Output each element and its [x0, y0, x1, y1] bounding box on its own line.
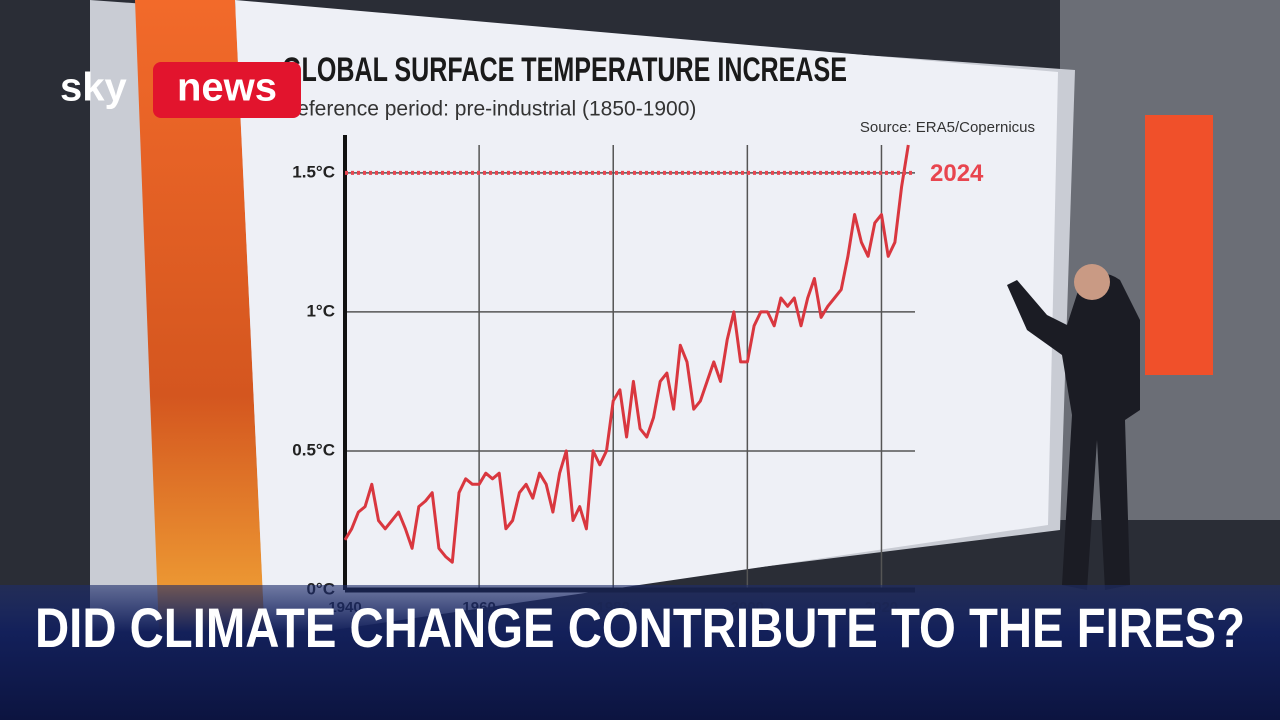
logo-box — [153, 62, 301, 118]
y-tick-label: 1°C — [306, 301, 335, 320]
chart-board — [235, 0, 1058, 640]
reference-label: 2024 — [930, 160, 984, 187]
caption: DID CLIMATE CHANGE CONTRIBUTE TO THE FIR… — [35, 596, 1245, 659]
chart-title: GLOBAL SURFACE TEMPERATURE INCREASE — [282, 51, 847, 89]
y-tick-label: 1.5°C — [292, 162, 335, 181]
logo-product: news — [177, 66, 277, 110]
y-tick-label: 0.5°C — [292, 440, 335, 459]
temperature-line — [343, 144, 910, 564]
logo: sky news — [60, 62, 301, 118]
presenter-head — [1074, 264, 1110, 300]
presenter — [1007, 273, 1140, 590]
chart-source: Source: ERA5/Copernicus — [860, 119, 1035, 136]
chart-subtitle: Reference period: pre-industrial (1850-1… — [282, 98, 696, 121]
caption-band — [0, 585, 1280, 720]
fire-panel — [135, 0, 265, 660]
logo-brand: sky — [60, 66, 127, 110]
studio-light — [1145, 115, 1213, 375]
